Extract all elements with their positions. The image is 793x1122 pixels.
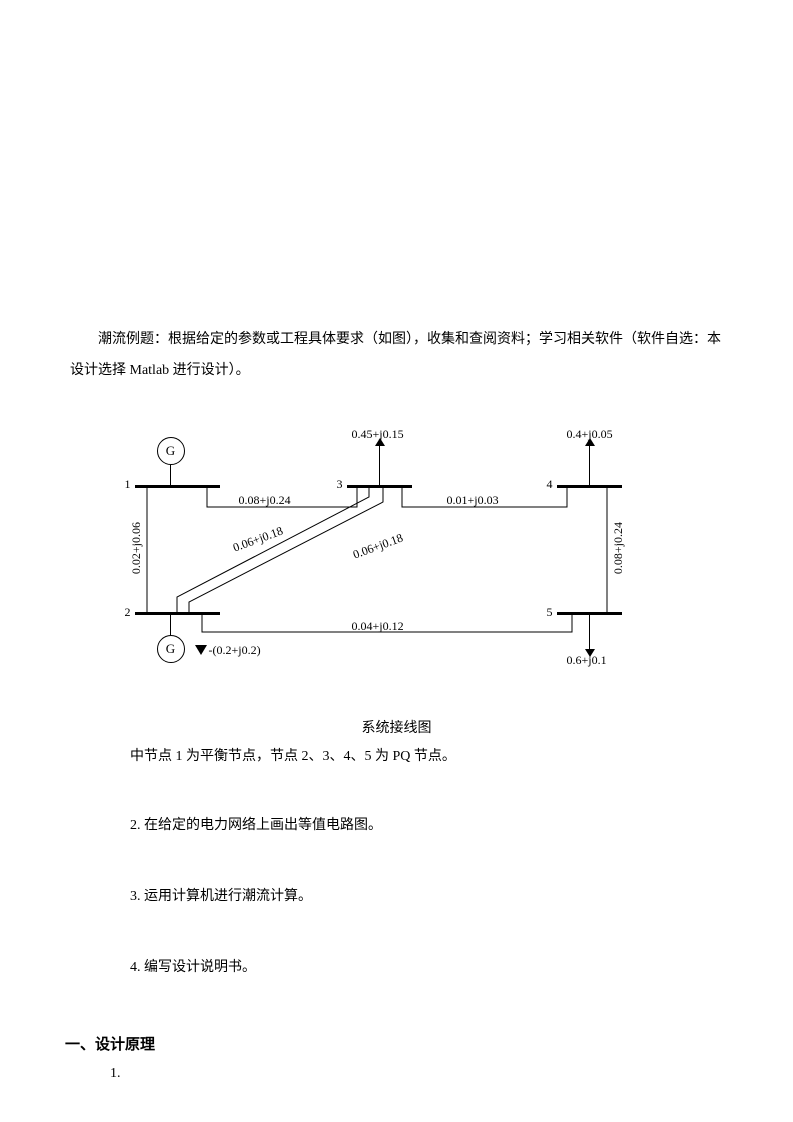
branch-25-label: 0.04+j0.12 — [352, 619, 404, 634]
gen-top-stub — [170, 465, 171, 485]
gen-bot-stub — [170, 615, 171, 635]
branch-45-label: 0.08+j0.24 — [611, 522, 626, 574]
injection-marker — [195, 645, 207, 655]
node-num-4: 4 — [547, 477, 553, 492]
diagram-caption: 系统接线图 — [70, 717, 723, 737]
sub-number: 1. — [110, 1066, 723, 1082]
branch-13-label: 0.08+j0.24 — [239, 493, 291, 508]
intro-paragraph: 潮流例题：根据给定的参数或工程具体要求（如图），收集和查阅资料；学习相关软件（软… — [70, 325, 723, 387]
load-bus5-label: 0.6+j0.1 — [567, 653, 607, 668]
branch-23b-label: 0.06+j0.18 — [351, 530, 405, 562]
node-num-3: 3 — [337, 477, 343, 492]
task-3: 3. 运用计算机进行潮流计算。 — [130, 886, 723, 907]
node-num-5: 5 — [547, 605, 553, 620]
power-system-diagram: G 1 3 0.45+j0.15 4 0.4+j0.05 2 G -(0.2+j… — [117, 427, 677, 707]
task-4: 4. 编写设计说明书。 — [130, 957, 723, 978]
branch-34-label: 0.01+j0.03 — [447, 493, 499, 508]
branch-12-label: 0.02+j0.06 — [129, 522, 144, 574]
load-bus3-label: 0.45+j0.15 — [352, 427, 404, 442]
section-title: 一、设计原理 — [65, 1033, 723, 1054]
load-bus4-arrow — [589, 445, 591, 485]
branch-23a-label: 0.06+j0.18 — [231, 523, 285, 555]
generator-bottom: G — [157, 635, 185, 663]
load-bus5-arrow — [589, 615, 591, 650]
bus-2 — [135, 612, 220, 615]
injection-label: -(0.2+j0.2) — [209, 643, 261, 658]
node-num-2: 2 — [125, 605, 131, 620]
load-bus4-label: 0.4+j0.05 — [567, 427, 613, 442]
bus-4 — [557, 485, 622, 488]
bus-3 — [347, 485, 412, 488]
task-2: 2. 在给定的电力网络上画出等值电路图。 — [130, 815, 723, 836]
generator-top: G — [157, 437, 185, 465]
node-num-1: 1 — [125, 477, 131, 492]
load-bus3-arrow — [379, 445, 381, 485]
bus-1 — [135, 485, 220, 488]
node-description: 中节点 1 为平衡节点，节点 2、3、4、5 为 PQ 节点。 — [130, 745, 723, 765]
